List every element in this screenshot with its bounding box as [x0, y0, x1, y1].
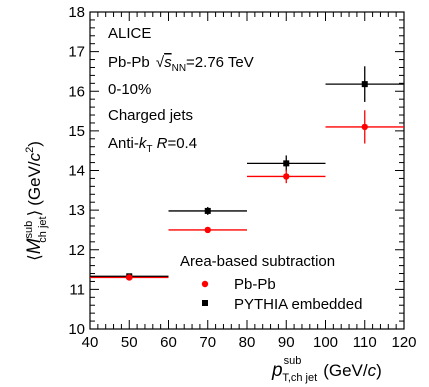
- marker-pbpb: [126, 274, 133, 281]
- x-title-unit-end: ): [376, 361, 382, 380]
- data-point-pbpb: [247, 169, 326, 184]
- y-tick-label: 15: [68, 123, 85, 140]
- y-tick-label: 12: [68, 242, 85, 259]
- legend-marker-pbpb: [201, 280, 209, 288]
- y-title-unit-c: c: [25, 152, 44, 161]
- x-title-unit-c: c: [368, 361, 377, 380]
- sqrt-subscript: NN: [172, 63, 186, 74]
- y-title-unit-end: ): [25, 141, 44, 147]
- x-tick-label: 50: [121, 334, 138, 351]
- y-tick-label: 13: [68, 202, 85, 219]
- y-title-open: ⟨: [25, 254, 44, 261]
- x-title-sup: sub: [284, 355, 302, 367]
- legend-label-pythia: PYTHIA embedded: [234, 296, 362, 313]
- y-tick-label: 11: [69, 281, 85, 298]
- energy-value: =2.76 TeV: [186, 54, 254, 71]
- info-block: ALICE Pb-Pb √sNN=2.76 TeV 0-10% Charged …: [108, 25, 254, 155]
- experiment-label: ALICE: [108, 25, 151, 42]
- x-tick-label: 100: [313, 334, 338, 351]
- jet-algorithm-label: Anti-kT R=0.4: [108, 135, 197, 155]
- marker-pythia: [361, 81, 368, 88]
- algo-prefix: Anti-: [108, 135, 139, 152]
- marker-pythia: [204, 207, 211, 214]
- system-prefix: Pb-Pb: [108, 54, 154, 71]
- algo-r: R: [152, 135, 167, 152]
- marker-pbpb: [204, 226, 211, 234]
- centrality-label: 0-10%: [108, 81, 151, 98]
- legend-label-pbpb: Pb-Pb: [234, 276, 276, 293]
- y-title-sub: ch jet: [37, 216, 49, 242]
- x-tick-labels: 40 50 60 70 80 90 100 110 120: [82, 334, 417, 351]
- axis-ticks: [89, 11, 405, 330]
- x-tick-label: 120: [391, 334, 416, 351]
- algo-r-value: =0.4: [167, 135, 197, 152]
- x-tick-label: 70: [199, 334, 216, 351]
- y-tick-label: 18: [68, 4, 85, 21]
- x-title-symbol: p: [271, 360, 283, 381]
- collision-system-label: Pb-Pb √sNN=2.76 TeV: [108, 54, 254, 74]
- y-tick-label: 14: [68, 163, 85, 180]
- y-tick-label: 10: [68, 321, 85, 338]
- y-title-unit: (GeV/: [25, 161, 44, 206]
- data-point-pbpb: [90, 274, 169, 281]
- x-axis-title: psub T,ch jet (GeV/c): [271, 355, 382, 384]
- algo-k: k: [139, 135, 148, 152]
- x-tick-label: 90: [278, 334, 295, 351]
- data-point-pythia: [247, 155, 326, 172]
- jet-type-label: Charged jets: [108, 107, 193, 124]
- x-tick-label: 60: [160, 334, 177, 351]
- y-tick-labels: 10 11 12 13 14 15 16 17 18: [68, 4, 85, 338]
- data-point-pbpb: [168, 226, 247, 234]
- algo-k-subscript: T: [146, 144, 152, 155]
- x-tick-label: 40: [82, 334, 99, 351]
- marker-pythia: [283, 160, 290, 167]
- y-title-close: ⟩: [25, 210, 44, 217]
- y-tick-label: 16: [68, 83, 85, 100]
- y-title-sup: sub: [23, 221, 35, 239]
- data-points: [90, 66, 404, 281]
- x-title-sub: T,ch jet: [282, 372, 317, 384]
- legend-marker-pythia: [202, 300, 208, 306]
- marker-pbpb: [361, 123, 368, 131]
- y-axis-title: ⟨Msub ch jet⟩ (GeV/c2): [23, 141, 49, 261]
- data-point-pythia: [168, 206, 247, 215]
- data-point-pythia: [325, 66, 404, 102]
- y-title-unit-sup: 2: [24, 147, 36, 153]
- y-tick-label: 17: [68, 44, 85, 61]
- x-tick-label: 80: [239, 334, 256, 351]
- sqrt-symbol: √: [156, 54, 165, 71]
- data-point-pbpb: [325, 110, 404, 144]
- x-title-unit: (GeV/: [323, 361, 368, 380]
- legend: Area-based subtraction Pb-Pb PYTHIA embe…: [180, 253, 362, 313]
- marker-pbpb: [283, 173, 290, 180]
- legend-header: Area-based subtraction: [180, 253, 335, 270]
- x-tick-label: 110: [353, 334, 377, 351]
- y-title-symbol: M: [24, 238, 45, 254]
- sqrt-argument: s: [164, 54, 172, 71]
